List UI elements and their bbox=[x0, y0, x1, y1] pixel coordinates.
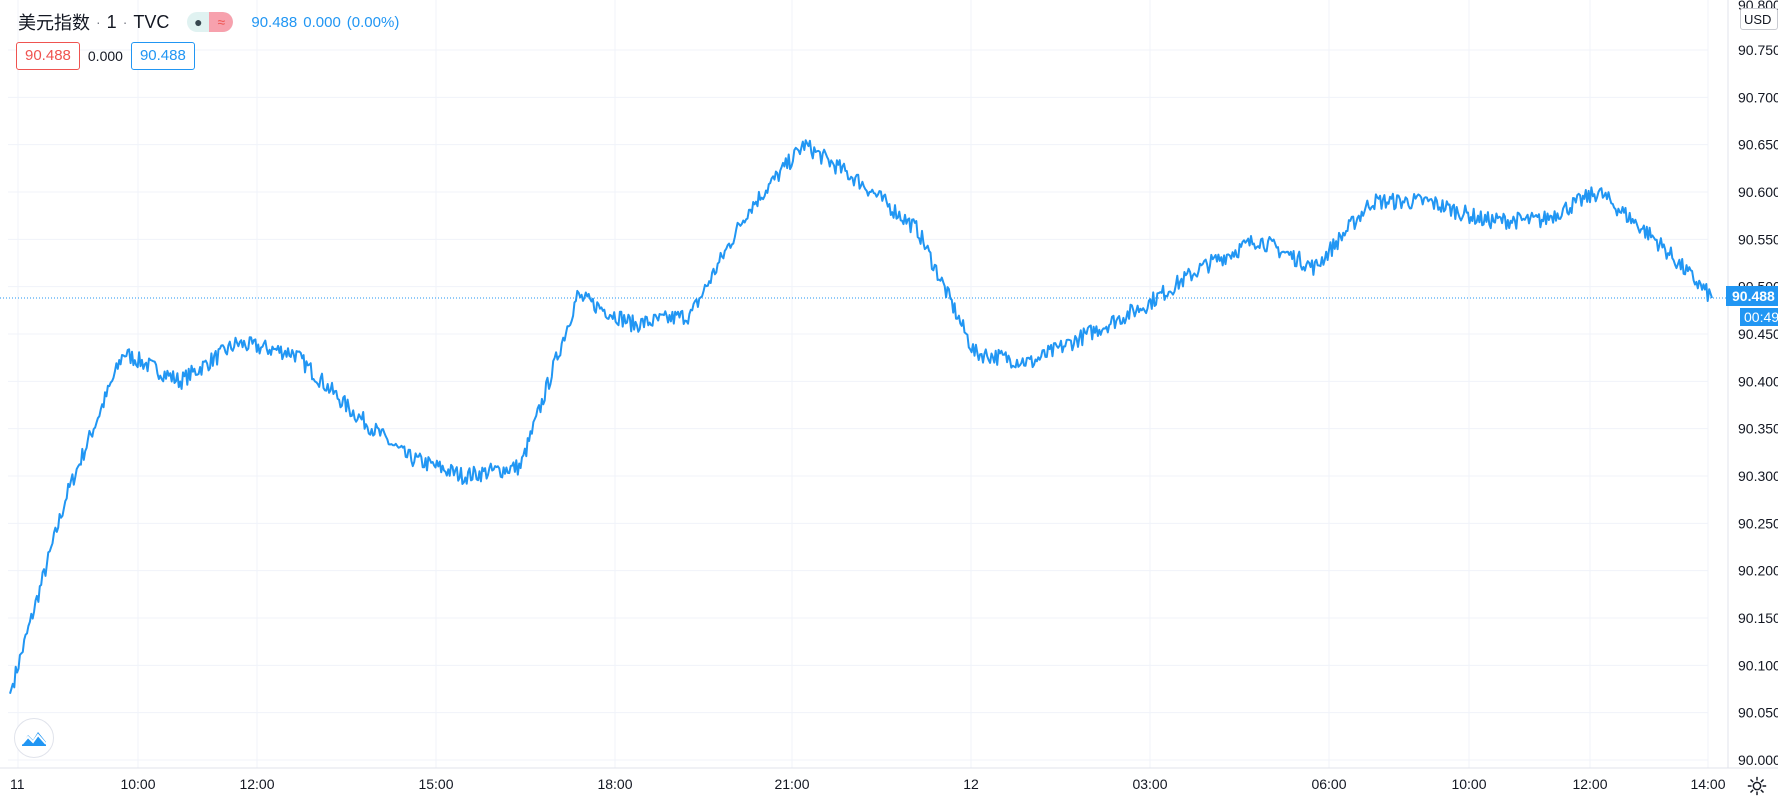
gear-icon[interactable] bbox=[1746, 775, 1768, 797]
time-tick-label: 11 bbox=[10, 776, 25, 792]
interval-label[interactable]: 1 bbox=[106, 11, 117, 32]
currency-label[interactable]: USD bbox=[1740, 8, 1778, 30]
ask-price-box[interactable]: 90.488 bbox=[130, 42, 195, 70]
price-tick-label: 90.700 bbox=[1738, 89, 1778, 105]
time-tick-label: 10:00 bbox=[120, 776, 155, 792]
price-tick-label: 90.250 bbox=[1738, 515, 1778, 531]
bid-ask-row: 90.488 0.000 90.488 bbox=[16, 42, 195, 70]
current-price-label: 90.488 bbox=[1726, 286, 1778, 306]
spread-value: 0.000 bbox=[87, 48, 123, 64]
time-tick-label: 15:00 bbox=[418, 776, 453, 792]
price-tick-label: 90.650 bbox=[1738, 137, 1778, 153]
price-tick-label: 90.350 bbox=[1738, 421, 1778, 437]
dot-icon[interactable]: ● bbox=[194, 14, 203, 30]
logo-wave-icon bbox=[21, 732, 47, 746]
symbol-name[interactable]: 美元指数 bbox=[18, 13, 90, 33]
time-tick-label: 10:00 bbox=[1451, 776, 1486, 792]
bid-price-box[interactable]: 90.488 bbox=[16, 42, 80, 70]
time-tick-label: 18:00 bbox=[597, 776, 632, 792]
separator-dot: · bbox=[122, 14, 128, 30]
last-price: 90.488 bbox=[251, 13, 298, 31]
price-tick-label: 90.150 bbox=[1738, 610, 1778, 626]
price-tick-label: 90.600 bbox=[1738, 184, 1778, 200]
price-tick-label: 90.200 bbox=[1738, 563, 1778, 579]
time-tick-label: 12:00 bbox=[239, 776, 274, 792]
price-tick-label: 90.100 bbox=[1738, 657, 1778, 673]
time-tick-label: 12 bbox=[963, 776, 979, 792]
time-tick-label: 06:00 bbox=[1311, 776, 1346, 792]
bar-countdown-label: 00:49 bbox=[1740, 308, 1778, 326]
time-tick-label: 03:00 bbox=[1132, 776, 1167, 792]
price-tick-label: 90.750 bbox=[1738, 42, 1778, 58]
separator-dot: · bbox=[96, 14, 101, 30]
market-status-pill[interactable]: ● ≈ bbox=[187, 12, 234, 32]
price-tick-label: 90.450 bbox=[1738, 326, 1778, 342]
price-change: 0.000 bbox=[303, 13, 341, 31]
time-tick-label: 12:00 bbox=[1572, 776, 1607, 792]
price-tick-label: 90.000 bbox=[1738, 752, 1778, 768]
tradingview-logo-icon[interactable] bbox=[14, 718, 54, 758]
price-tick-label: 90.400 bbox=[1738, 373, 1778, 389]
price-tick-label: 90.300 bbox=[1738, 468, 1778, 484]
price-change-pct: (0.00%) bbox=[346, 13, 400, 31]
price-tick-label: 90.550 bbox=[1738, 231, 1778, 247]
time-tick-label: 21:00 bbox=[774, 776, 809, 792]
time-tick-label: 14:00 bbox=[1690, 776, 1725, 792]
legend-values: 90.488 0.000 (0.00%) bbox=[251, 14, 405, 31]
exchange-label: TVC bbox=[133, 11, 170, 32]
price-tick-label: 90.050 bbox=[1738, 705, 1778, 721]
price-series-line[interactable] bbox=[9, 139, 1713, 694]
symbol-legend[interactable]: 美元指数 · 1 · TVC ● ≈ 90.488 0.000 (0.00%) bbox=[18, 10, 405, 34]
wave-icon[interactable]: ≈ bbox=[209, 12, 234, 32]
